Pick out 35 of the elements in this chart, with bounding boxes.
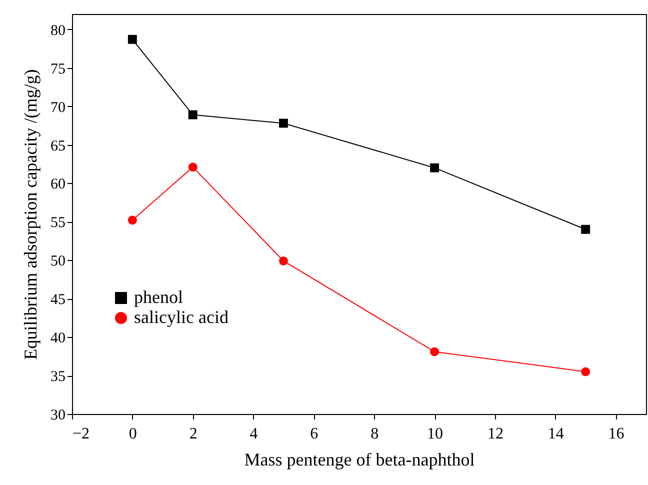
point <box>279 256 288 266</box>
y-axis-title: Equilibrium adsorption capacity /(mg/g) <box>20 69 40 360</box>
point <box>581 367 590 376</box>
x-tick-label: 0 <box>128 426 137 442</box>
x-tick-label: 2 <box>189 426 198 442</box>
point <box>128 216 137 225</box>
legend-label: phenol <box>134 287 183 307</box>
x-tick-label: −2 <box>72 426 90 442</box>
y-tick-label: 80 <box>50 22 66 39</box>
point <box>188 162 198 172</box>
y-tick-label: 50 <box>50 254 66 270</box>
y-tick-label: 75 <box>50 61 66 78</box>
y-tick-label: 30 <box>50 408 66 424</box>
x-tick-label: 6 <box>310 426 318 442</box>
x-axis-title: Mass pentenge of beta-naphthol <box>244 450 475 470</box>
point <box>430 163 439 172</box>
x-tick-label: 10 <box>427 426 444 442</box>
x-tick-label: 12 <box>487 426 504 442</box>
y-tick-label: 65 <box>50 138 66 154</box>
x-tick-label: 16 <box>608 426 624 442</box>
y-tick-label: 40 <box>50 330 66 347</box>
y-tick-label: 55 <box>50 215 66 232</box>
point <box>188 110 198 120</box>
y-tick-label: 70 <box>50 100 66 116</box>
point <box>430 347 439 356</box>
point <box>279 118 288 128</box>
y-tick-label: 45 <box>50 292 66 308</box>
x-tick-label: 8 <box>370 426 379 442</box>
point <box>128 34 137 44</box>
point <box>581 224 590 234</box>
y-tick-label: 60 <box>50 176 66 193</box>
x-tick-label: 4 <box>250 426 258 442</box>
legend-label: salicylic acid <box>134 307 228 327</box>
x-tick-label: 14 <box>548 426 564 442</box>
y-tick-label: 35 <box>50 369 66 386</box>
